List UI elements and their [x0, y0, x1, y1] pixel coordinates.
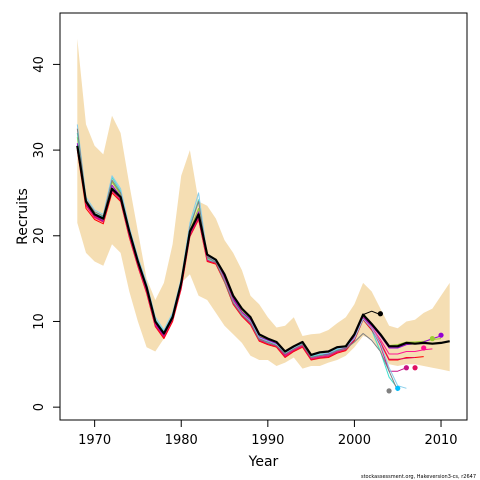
terminal-point-0: [377, 311, 384, 317]
y-axis-title: Recruits: [15, 188, 31, 245]
terminal-point-2: [395, 385, 401, 391]
x-axis: 1970 1980 1990 2000 2010: [78, 419, 458, 448]
y-tick-label: 20: [32, 228, 47, 245]
terminal-point-6: [429, 336, 435, 342]
terminal-point-5: [421, 345, 427, 351]
x-tick-label: 1970: [78, 433, 111, 448]
x-tick-label: 2010: [424, 433, 457, 448]
y-tick-label: 30: [32, 142, 47, 159]
confidence-band-layer: [77, 38, 450, 372]
terminal-point-1: [386, 388, 392, 394]
y-tick-label: 10: [32, 313, 47, 330]
x-tick-label: 2000: [338, 433, 371, 448]
terminal-point-4: [412, 365, 418, 371]
y-tick-label: 0: [32, 403, 47, 411]
terminal-point-3: [403, 365, 409, 371]
y-tick-label: 40: [32, 56, 47, 73]
series-line-0: [76, 145, 450, 356]
footer-note: stockassessment.org, Hakeversion3-cs, r2…: [361, 474, 476, 480]
x-tick-label: 1990: [251, 433, 284, 448]
series-layer: [76, 124, 450, 392]
confidence-band: [77, 38, 450, 372]
x-axis-title: Year: [248, 454, 279, 470]
y-axis: 0 10 20 30 40: [32, 56, 61, 411]
terminal-point-7: [438, 332, 444, 338]
terminal-points-layer: [377, 311, 444, 394]
x-tick-label: 1980: [165, 433, 198, 448]
